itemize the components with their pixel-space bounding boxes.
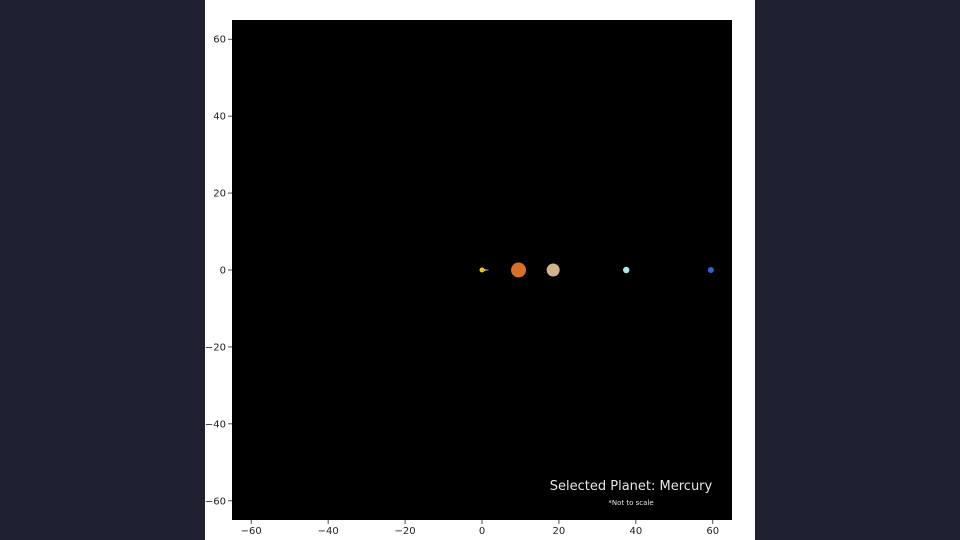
y-tick-label: 20 bbox=[213, 189, 226, 200]
y-axis: −60 −40 −20 0 20 40 60 bbox=[205, 35, 232, 507]
y-tick-label: −40 bbox=[205, 419, 226, 430]
planet-markers bbox=[479, 262, 714, 278]
x-tick-label: −20 bbox=[395, 526, 416, 537]
solar-system-plot: −60 −40 −20 0 20 40 60 −60 −40 −20 0 20 40 60 Select… bbox=[205, 20, 732, 537]
planet-marker-0[interactable] bbox=[479, 267, 485, 273]
planet-marker-7[interactable] bbox=[623, 266, 630, 274]
selected-planet-label: Selected Planet: Mercury bbox=[550, 479, 713, 494]
y-tick-label: 40 bbox=[213, 112, 226, 123]
y-tick-label: −60 bbox=[205, 496, 226, 507]
y-tick-label: −20 bbox=[205, 342, 226, 353]
x-axis: −60 −40 −20 0 20 40 60 bbox=[241, 520, 719, 537]
x-tick-label: −40 bbox=[318, 526, 339, 537]
x-tick-label: 40 bbox=[629, 526, 642, 537]
planet-marker-6[interactable] bbox=[546, 263, 560, 277]
x-tick-label: 20 bbox=[553, 526, 566, 537]
x-tick-label: 60 bbox=[706, 526, 719, 537]
planet-marker-8[interactable] bbox=[707, 267, 714, 273]
y-tick-label: 60 bbox=[213, 35, 226, 46]
planet-marker-3[interactable] bbox=[484, 268, 487, 272]
x-tick-label: 0 bbox=[479, 526, 485, 537]
x-tick-label: −60 bbox=[241, 526, 262, 537]
planet-marker-4[interactable] bbox=[486, 269, 489, 271]
not-to-scale-note: *Not to scale bbox=[608, 499, 653, 507]
y-tick-label: 0 bbox=[220, 266, 226, 277]
figure-canvas: −60 −40 −20 0 20 40 60 −60 −40 −20 0 20 40 60 Select… bbox=[205, 0, 755, 540]
planet-marker-5[interactable] bbox=[511, 262, 527, 278]
